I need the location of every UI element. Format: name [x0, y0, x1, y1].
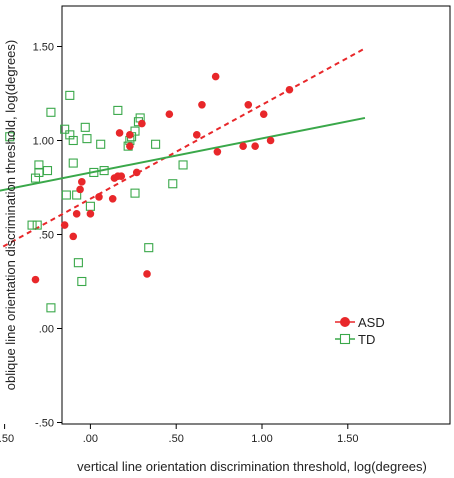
- td-point: [89, 167, 99, 178]
- td-point: [61, 190, 71, 200]
- asd-point: [165, 110, 174, 118]
- td-point: [73, 258, 83, 268]
- td-point: [144, 243, 154, 253]
- td-point: [5, 132, 15, 142]
- plot-area: [61, 5, 451, 425]
- asd-point: [198, 100, 206, 109]
- data-points: [5, 72, 294, 313]
- x-tick-label: .50: [169, 433, 184, 445]
- td-point: [99, 166, 109, 176]
- y-axis-title: oblique line orientation discrimination …: [3, 40, 18, 390]
- asd-point: [192, 131, 201, 139]
- asd-point: [259, 110, 268, 118]
- asd-point: [126, 142, 134, 150]
- legend-asd-marker: [340, 317, 350, 327]
- asd-point: [115, 129, 124, 137]
- td-point: [77, 276, 87, 287]
- asd-point: [285, 85, 294, 94]
- y-tick-label: 1.50: [33, 42, 54, 54]
- asd-point: [132, 168, 141, 177]
- x-tick-label: -.50: [0, 433, 14, 445]
- asd-point: [143, 270, 151, 278]
- td-point: [130, 126, 140, 136]
- fit-lines: [0, 47, 366, 250]
- td-point: [60, 124, 70, 134]
- td-point: [42, 166, 53, 176]
- td-point: [30, 173, 41, 183]
- y-tick-label: .50: [39, 230, 54, 242]
- asd-point: [108, 194, 117, 203]
- td-point: [96, 139, 106, 149]
- asd-point: [126, 131, 134, 139]
- x-axis-title: vertical line orientation discrimination…: [77, 459, 427, 474]
- y-tick-label: 1.00: [33, 136, 54, 148]
- x-tick-label: 1.00: [251, 433, 272, 445]
- td-point: [27, 220, 37, 230]
- td-point: [82, 134, 92, 144]
- x-tick-label: .00: [83, 433, 98, 445]
- asd-point: [72, 210, 81, 218]
- y-axis: -.50 .00 .50 1.00 1.50: [33, 42, 62, 430]
- asd-point: [69, 232, 78, 241]
- td-point: [68, 135, 78, 146]
- td-point: [130, 188, 140, 198]
- y-tick-label: -.50: [35, 418, 54, 430]
- td-point: [34, 160, 44, 170]
- td-point: [168, 179, 178, 189]
- asd-point: [213, 147, 222, 156]
- legend-asd-label: ASD: [358, 315, 385, 330]
- legend-td-marker: [339, 333, 351, 345]
- y-tick-label: .00: [39, 324, 54, 336]
- asd-point: [251, 142, 259, 150]
- td-point: [68, 158, 78, 168]
- asd-point: [244, 100, 253, 109]
- td-fit-line: [0, 116, 366, 192]
- td-point: [80, 122, 90, 132]
- asd-point: [60, 221, 69, 229]
- td-point: [46, 303, 56, 313]
- td-point: [32, 220, 42, 230]
- legend-td-label: TD: [358, 332, 375, 347]
- td-point: [65, 90, 75, 100]
- td-point: [46, 107, 56, 117]
- legend: ASD TD: [335, 315, 385, 347]
- td-point: [65, 130, 75, 140]
- asd-point: [78, 178, 86, 186]
- asd-point: [76, 185, 84, 194]
- asd-point: [31, 275, 40, 284]
- td-point: [178, 160, 188, 170]
- asd-point: [239, 142, 247, 150]
- asd-point: [138, 119, 146, 128]
- x-tick-label: 1.50: [337, 433, 358, 445]
- x-axis: -.50 .00 .50 1.00 1.50: [0, 424, 359, 445]
- asd-point: [86, 210, 95, 218]
- asd-point: [266, 136, 275, 145]
- td-point: [151, 139, 161, 149]
- asd-point: [211, 72, 220, 81]
- asd-point: [117, 172, 126, 181]
- asd-point: [95, 193, 103, 201]
- td-point: [72, 190, 82, 200]
- td-point: [113, 105, 123, 115]
